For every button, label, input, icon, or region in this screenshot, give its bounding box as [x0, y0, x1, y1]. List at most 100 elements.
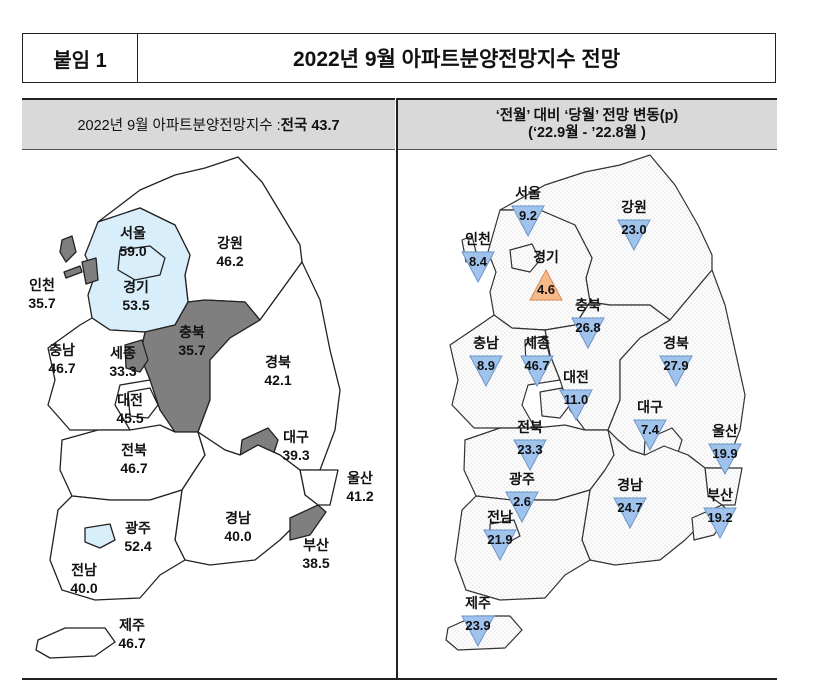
right-label-gwangju: 광주 — [509, 471, 535, 487]
right-label-gyeonggi: 경기 — [533, 249, 559, 265]
change-marker-busan — [703, 507, 737, 540]
change-marker-jeonbuk — [513, 439, 547, 472]
left-value-gangwon: 46.2 — [216, 253, 243, 269]
right-panel-heading: ‘전월’ 대비 ‘당월’ 전망 변동(p) (‘22.9월 - ’22.8월 ) — [397, 98, 777, 150]
left-label-gyeongbuk: 경북 — [265, 354, 291, 370]
left-label-gangwon: 강원 — [217, 235, 243, 251]
right-value-gyeonggi: 4.6 — [537, 282, 555, 297]
page-title: 2022년 9월 아파트분양전망지수 전망 — [292, 48, 621, 71]
left-label-gyeonggi: 경기 — [123, 279, 149, 295]
right-heading-line2: (‘22.9월 - ’22.8월 ) — [528, 124, 646, 141]
left-value-chungbuk: 35.7 — [178, 342, 205, 358]
left-label-busan: 부산 — [303, 537, 329, 553]
change-marker-gyeonggi — [529, 268, 563, 301]
change-marker-gyeongnam — [613, 497, 647, 530]
left-label-jeonnam: 전남 — [71, 562, 97, 578]
right-label-sejong: 세종 — [524, 335, 550, 351]
change-marker-gyeongbuk — [659, 355, 693, 388]
right-label-daejeon: 대전 — [563, 369, 589, 385]
left-heading-prefix: 2022년 9월 아파트분양전망지수 : — [77, 118, 281, 134]
right-label-jeonnam: 전남 — [487, 509, 513, 525]
change-marker-ulsan — [708, 443, 742, 476]
right-label-ulsan: 울산 — [712, 423, 738, 439]
right-label-gyeongbuk: 경북 — [663, 335, 689, 351]
right-value-jeonbuk: 23.3 — [517, 442, 542, 457]
left-value-gyeonggi: 53.5 — [122, 297, 149, 313]
left-value-jeonnam: 40.0 — [70, 580, 97, 596]
right-label-jeonbuk: 전북 — [517, 419, 543, 435]
left-value-ulsan: 41.2 — [346, 488, 373, 504]
left-label-jeonbuk: 전북 — [121, 442, 147, 458]
region-seoul — [509, 243, 541, 273]
right-value-seoul: 9.2 — [519, 208, 537, 223]
right-value-gyeongbuk: 27.9 — [663, 358, 688, 373]
region-daejeon — [127, 387, 159, 419]
left-panel-heading: 2022년 9월 아파트분양전망지수 : 전국 43.7 — [22, 98, 395, 150]
left-value-gyeongbuk: 42.1 — [264, 372, 291, 388]
left-label-daejeon: 대전 — [117, 392, 143, 408]
right-label-jeju: 제주 — [465, 595, 491, 611]
region-incheon-coast — [81, 257, 99, 285]
right-label-daegu: 대구 — [637, 399, 663, 415]
left-value-daegu: 39.3 — [282, 447, 309, 463]
right-value-jeju: 23.9 — [465, 618, 490, 633]
right-value-busan: 19.2 — [707, 510, 732, 525]
right-value-sejong: 46.7 — [524, 358, 549, 373]
left-value-daejeon: 45.5 — [116, 410, 143, 426]
change-marker-incheon — [461, 251, 495, 284]
right-value-daegu: 7.4 — [641, 422, 660, 437]
change-marker-seoul — [511, 205, 545, 238]
right-label-gyeongnam: 경남 — [617, 477, 643, 493]
left-label-jeju: 제주 — [119, 617, 145, 633]
left-value-gyeongnam: 40.0 — [224, 528, 251, 544]
title-box: 붙임 1 2022년 9월 아파트분양전망지수 전망 — [22, 33, 776, 83]
right-value-daejeon: 11.0 — [564, 392, 589, 407]
left-value-chungnam: 46.7 — [48, 360, 75, 376]
left-value-busan: 38.5 — [302, 555, 329, 571]
right-label-chungnam: 충남 — [473, 335, 499, 351]
left-index-map — [35, 156, 341, 659]
left-value-seoul: 59.0 — [119, 243, 146, 259]
right-label-chungbuk: 충북 — [575, 297, 601, 313]
left-value-incheon: 35.7 — [28, 295, 55, 311]
national-index: 전국 43.7 — [280, 118, 340, 134]
right-value-ulsan: 19.9 — [712, 446, 737, 461]
right-label-gangwon: 강원 — [621, 199, 647, 215]
bottom-rule — [22, 678, 777, 680]
left-label-ulsan: 울산 — [347, 470, 373, 486]
right-label-incheon: 인천 — [465, 231, 491, 247]
right-value-chungbuk: 26.8 — [575, 320, 600, 335]
left-value-gwangju: 52.4 — [124, 538, 151, 554]
region-jeju — [35, 627, 116, 659]
left-label-incheon: 인천 — [29, 277, 55, 293]
left-label-daegu: 대구 — [283, 429, 309, 445]
right-value-incheon: 8.4 — [469, 254, 488, 269]
left-label-sejong: 세종 — [110, 345, 136, 361]
region-gwangju — [84, 523, 116, 549]
right-map-markers: 서울 9.2 강원 23.0 인천 8.4 경기 4.6 충북 26.8 충남 8.9 세종 46.7 경북… — [461, 185, 742, 648]
left-value-jeonbuk: 46.7 — [120, 460, 147, 476]
right-value-gwangju: 2.6 — [513, 494, 531, 509]
left-label-gwangju: 광주 — [125, 520, 151, 536]
change-marker-jeju — [461, 615, 495, 648]
region-incheon-island — [63, 265, 83, 279]
left-value-sejong: 33.3 — [109, 363, 136, 379]
left-map-labels: 서울 59.0 강원 46.2 인천 35.7 경기 53.5 충북 35.7 충남 46.7 세종 33… — [28, 225, 373, 651]
right-value-jeonnam: 21.9 — [487, 532, 512, 547]
change-marker-sejong — [520, 355, 554, 388]
change-marker-gwangju — [505, 491, 539, 524]
attachment-tag: 붙임 1 — [23, 34, 138, 82]
left-value-jeju: 46.7 — [118, 635, 145, 651]
right-value-gyeongnam: 24.7 — [617, 500, 642, 515]
change-marker-gangwon — [617, 219, 651, 252]
left-label-seoul: 서울 — [120, 225, 146, 241]
right-value-gangwon: 23.0 — [621, 222, 646, 237]
right-heading-line1: ‘전월’ 대비 ‘당월’ 전망 변동(p) — [495, 107, 679, 124]
change-marker-daegu — [633, 419, 667, 452]
region-busan — [289, 504, 327, 541]
region-sejong — [124, 339, 149, 373]
right-label-busan: 부산 — [707, 487, 733, 503]
change-marker-jeonnam — [483, 529, 517, 562]
right-change-map — [445, 154, 746, 651]
region-jeonnam — [49, 489, 186, 601]
